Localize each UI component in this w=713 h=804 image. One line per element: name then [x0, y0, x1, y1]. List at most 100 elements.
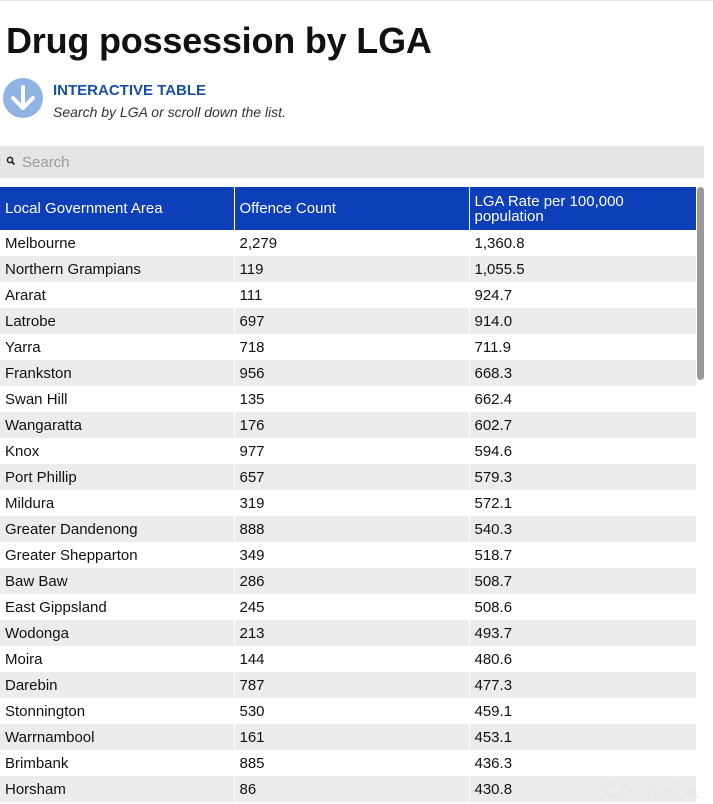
cell-lga: Knox	[0, 438, 235, 464]
table-row: Moira 144 480.6	[0, 646, 696, 672]
table-row: Melbourne 2,279 1,360.8	[0, 230, 696, 256]
cell-offence-count: 286	[234, 568, 470, 594]
cell-lga-rate: 540.3	[469, 516, 696, 542]
table-row: Port Phillip 657 579.3	[0, 464, 696, 490]
cell-offence-count: 319	[234, 490, 470, 516]
table-row: Warrnambool 161 453.1	[0, 724, 696, 750]
header-offence-count[interactable]: Offence Count	[234, 187, 470, 230]
table-row: Darebin 787 477.3	[0, 672, 696, 698]
table-row: Ararat 111 924.7	[0, 282, 696, 308]
cell-offence-count: 888	[234, 516, 470, 542]
cell-offence-count: 349	[234, 542, 470, 568]
cell-offence-count: 245	[234, 594, 470, 620]
cell-lga-rate: 924.7	[469, 282, 696, 308]
cell-lga: Port Phillip	[0, 464, 235, 490]
table-row: Greater Shepparton 349 518.7	[0, 542, 696, 568]
cell-offence-count: 718	[234, 334, 470, 360]
table-row: Greater Dandenong 888 540.3	[0, 516, 696, 542]
cell-offence-count: 530	[234, 698, 470, 724]
cell-lga-rate: 459.1	[469, 698, 696, 724]
watermark: Chi na2a	[602, 778, 699, 803]
table-row: Stonnington 530 459.1	[0, 698, 696, 724]
cell-lga-rate: 518.7	[469, 542, 696, 568]
cell-lga-rate: 477.3	[469, 672, 696, 698]
cell-offence-count: 135	[234, 386, 470, 412]
cell-lga: Darebin	[0, 672, 235, 698]
table-row: Northern Grampians 119 1,055.5	[0, 256, 696, 282]
cell-lga-rate: 1,360.8	[469, 230, 696, 256]
cell-offence-count: 176	[234, 412, 470, 438]
cell-lga: Brimbank	[0, 750, 235, 776]
cell-lga: Mildura	[0, 490, 235, 516]
cell-lga-rate: 453.1	[469, 724, 696, 750]
cell-offence-count: 657	[234, 464, 470, 490]
search-bar	[0, 146, 704, 178]
table-row: Baw Baw 286 508.7	[0, 568, 696, 594]
table-row: Latrobe 697 914.0	[0, 308, 696, 334]
search-icon	[6, 153, 16, 171]
cell-lga-rate: 594.6	[469, 438, 696, 464]
cell-lga-rate: 572.1	[469, 490, 696, 516]
lga-table-container[interactable]: Local Government Area Offence Count LGA …	[0, 187, 696, 804]
cell-lga: Greater Dandenong	[0, 516, 235, 542]
table-row: Wangaratta 176 602.7	[0, 412, 696, 438]
arrow-down-icon	[3, 78, 43, 118]
intro-subtext: Search by LGA or scroll down the list.	[53, 104, 286, 120]
cell-lga: Swan Hill	[0, 386, 235, 412]
search-input[interactable]	[22, 149, 682, 175]
cell-lga: Wangaratta	[0, 412, 235, 438]
cell-lga-rate: 508.6	[469, 594, 696, 620]
cell-lga: Frankston	[0, 360, 235, 386]
table-row: Knox 977 594.6	[0, 438, 696, 464]
cell-offence-count: 956	[234, 360, 470, 386]
cell-lga-rate: 430.8	[469, 776, 696, 802]
table-row: Mildura 319 572.1	[0, 490, 696, 516]
cell-offence-count: 144	[234, 646, 470, 672]
table-row: East Gippsland 245 508.6	[0, 594, 696, 620]
table-row: Yarra 718 711.9	[0, 334, 696, 360]
cell-lga-rate: 602.7	[469, 412, 696, 438]
cell-lga-rate: 914.0	[469, 308, 696, 334]
cell-lga: Northern Grampians	[0, 256, 235, 282]
table-row: Brimbank 885 436.3	[0, 750, 696, 776]
cell-lga-rate: 508.7	[469, 568, 696, 594]
page-title: Drug possession by LGA	[6, 20, 432, 61]
header-lga[interactable]: Local Government Area	[0, 187, 235, 230]
cell-lga-rate: 480.6	[469, 646, 696, 672]
cell-offence-count: 86	[234, 776, 470, 802]
table-header-row: Local Government Area Offence Count LGA …	[0, 187, 696, 230]
table-row: Swan Hill 135 662.4	[0, 386, 696, 412]
cell-lga: Horsham	[0, 776, 235, 802]
cell-lga-rate: 579.3	[469, 464, 696, 490]
table-row: Frankston 956 668.3	[0, 360, 696, 386]
cell-offence-count: 697	[234, 308, 470, 334]
cell-lga: Stonnington	[0, 698, 235, 724]
cell-lga: Moira	[0, 646, 235, 672]
cell-offence-count: 977	[234, 438, 470, 464]
cell-lga-rate: 711.9	[469, 334, 696, 360]
cell-offence-count: 787	[234, 672, 470, 698]
cell-lga-rate: 668.3	[469, 360, 696, 386]
cell-lga-rate: 662.4	[469, 386, 696, 412]
cell-offence-count: 2,279	[234, 230, 470, 256]
cell-lga-rate: 436.3	[469, 750, 696, 776]
cell-offence-count: 885	[234, 750, 470, 776]
table-scrollbar[interactable]	[697, 187, 704, 380]
cell-lga: Ararat	[0, 282, 235, 308]
cell-lga: Greater Shepparton	[0, 542, 235, 568]
cell-offence-count: 213	[234, 620, 470, 646]
cell-lga-rate: 1,055.5	[469, 256, 696, 282]
cell-lga: Melbourne	[0, 230, 235, 256]
cell-lga: Yarra	[0, 334, 235, 360]
header-lga-rate[interactable]: LGA Rate per 100,000 population	[469, 187, 696, 230]
cell-lga: Warrnambool	[0, 724, 235, 750]
intro-heading: INTERACTIVE TABLE	[53, 82, 207, 99]
top-divider	[0, 0, 713, 1]
table-row: Wodonga 213 493.7	[0, 620, 696, 646]
cell-offence-count: 111	[234, 282, 470, 308]
cell-lga: Wodonga	[0, 620, 235, 646]
cell-offence-count: 161	[234, 724, 470, 750]
cell-lga: Latrobe	[0, 308, 235, 334]
cell-lga: Baw Baw	[0, 568, 235, 594]
cell-lga-rate: 493.7	[469, 620, 696, 646]
